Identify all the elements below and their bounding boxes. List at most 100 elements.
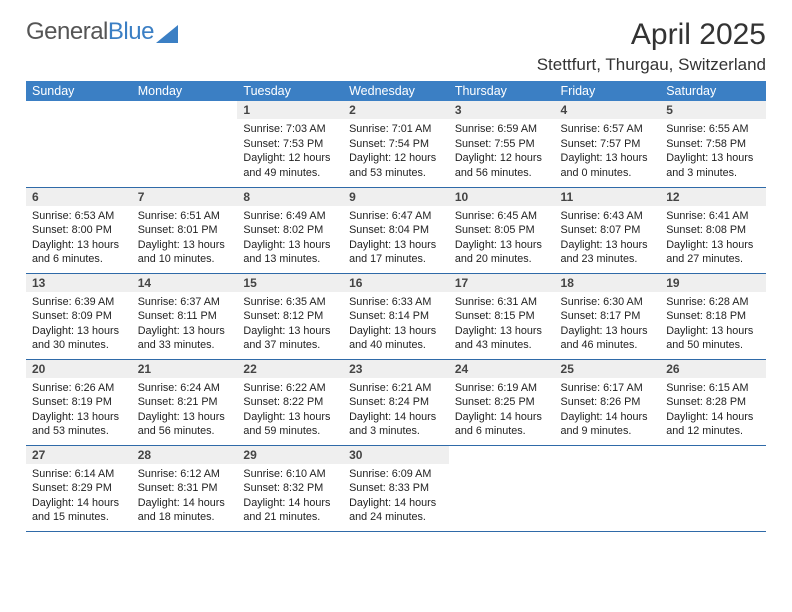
day-details: Sunrise: 6:35 AMSunset: 8:12 PMDaylight:… (237, 292, 343, 357)
day-number: 17 (449, 274, 555, 292)
day-details: Sunrise: 6:51 AMSunset: 8:01 PMDaylight:… (132, 206, 238, 271)
day-details: Sunrise: 6:17 AMSunset: 8:26 PMDaylight:… (555, 378, 661, 443)
day-cell: 26Sunrise: 6:15 AMSunset: 8:28 PMDayligh… (660, 359, 766, 445)
day-cell: 12Sunrise: 6:41 AMSunset: 8:08 PMDayligh… (660, 187, 766, 273)
day-details: Sunrise: 6:33 AMSunset: 8:14 PMDaylight:… (343, 292, 449, 357)
day-details: Sunrise: 6:47 AMSunset: 8:04 PMDaylight:… (343, 206, 449, 271)
day-cell (26, 101, 132, 187)
day-cell: 13Sunrise: 6:39 AMSunset: 8:09 PMDayligh… (26, 273, 132, 359)
day-number: 29 (237, 446, 343, 464)
day-cell: 21Sunrise: 6:24 AMSunset: 8:21 PMDayligh… (132, 359, 238, 445)
day-details: Sunrise: 6:24 AMSunset: 8:21 PMDaylight:… (132, 378, 238, 443)
weekday-header: Saturday (660, 81, 766, 101)
day-cell (660, 445, 766, 531)
day-cell: 22Sunrise: 6:22 AMSunset: 8:22 PMDayligh… (237, 359, 343, 445)
day-number: 14 (132, 274, 238, 292)
weekday-header: Tuesday (237, 81, 343, 101)
day-details: Sunrise: 6:53 AMSunset: 8:00 PMDaylight:… (26, 206, 132, 271)
day-cell (449, 445, 555, 531)
week-row: 20Sunrise: 6:26 AMSunset: 8:19 PMDayligh… (26, 359, 766, 445)
weekday-header: Thursday (449, 81, 555, 101)
weekday-header: Wednesday (343, 81, 449, 101)
day-number: 20 (26, 360, 132, 378)
day-cell: 11Sunrise: 6:43 AMSunset: 8:07 PMDayligh… (555, 187, 661, 273)
day-cell (132, 101, 238, 187)
day-details: Sunrise: 6:59 AMSunset: 7:55 PMDaylight:… (449, 119, 555, 184)
day-cell: 7Sunrise: 6:51 AMSunset: 8:01 PMDaylight… (132, 187, 238, 273)
day-number: 15 (237, 274, 343, 292)
day-number: 23 (343, 360, 449, 378)
day-number: 24 (449, 360, 555, 378)
day-details: Sunrise: 6:21 AMSunset: 8:24 PMDaylight:… (343, 378, 449, 443)
day-number: 27 (26, 446, 132, 464)
day-number: 22 (237, 360, 343, 378)
weekday-header-row: Sunday Monday Tuesday Wednesday Thursday… (26, 81, 766, 101)
day-details: Sunrise: 7:01 AMSunset: 7:54 PMDaylight:… (343, 119, 449, 184)
day-number: 16 (343, 274, 449, 292)
day-cell: 15Sunrise: 6:35 AMSunset: 8:12 PMDayligh… (237, 273, 343, 359)
title-block: April 2025 Stettfurt, Thurgau, Switzerla… (537, 18, 766, 75)
day-cell: 8Sunrise: 6:49 AMSunset: 8:02 PMDaylight… (237, 187, 343, 273)
location: Stettfurt, Thurgau, Switzerland (537, 55, 766, 75)
day-cell: 5Sunrise: 6:55 AMSunset: 7:58 PMDaylight… (660, 101, 766, 187)
weekday-header: Sunday (26, 81, 132, 101)
day-details: Sunrise: 6:37 AMSunset: 8:11 PMDaylight:… (132, 292, 238, 357)
calendar-page: GeneralBlue April 2025 Stettfurt, Thurga… (0, 0, 792, 542)
day-details: Sunrise: 6:39 AMSunset: 8:09 PMDaylight:… (26, 292, 132, 357)
day-cell: 4Sunrise: 6:57 AMSunset: 7:57 PMDaylight… (555, 101, 661, 187)
day-details: Sunrise: 6:15 AMSunset: 8:28 PMDaylight:… (660, 378, 766, 443)
day-cell: 10Sunrise: 6:45 AMSunset: 8:05 PMDayligh… (449, 187, 555, 273)
day-cell: 9Sunrise: 6:47 AMSunset: 8:04 PMDaylight… (343, 187, 449, 273)
week-row: 6Sunrise: 6:53 AMSunset: 8:00 PMDaylight… (26, 187, 766, 273)
weekday-header: Monday (132, 81, 238, 101)
week-row: 13Sunrise: 6:39 AMSunset: 8:09 PMDayligh… (26, 273, 766, 359)
day-number: 28 (132, 446, 238, 464)
month-title: April 2025 (537, 18, 766, 51)
day-cell: 27Sunrise: 6:14 AMSunset: 8:29 PMDayligh… (26, 445, 132, 531)
logo: GeneralBlue (26, 18, 178, 46)
day-cell: 18Sunrise: 6:30 AMSunset: 8:17 PMDayligh… (555, 273, 661, 359)
day-details: Sunrise: 6:31 AMSunset: 8:15 PMDaylight:… (449, 292, 555, 357)
day-number: 8 (237, 188, 343, 206)
day-number: 21 (132, 360, 238, 378)
day-details: Sunrise: 6:41 AMSunset: 8:08 PMDaylight:… (660, 206, 766, 271)
day-details: Sunrise: 6:09 AMSunset: 8:33 PMDaylight:… (343, 464, 449, 529)
day-number: 6 (26, 188, 132, 206)
day-details: Sunrise: 6:55 AMSunset: 7:58 PMDaylight:… (660, 119, 766, 184)
day-cell: 3Sunrise: 6:59 AMSunset: 7:55 PMDaylight… (449, 101, 555, 187)
day-details: Sunrise: 6:22 AMSunset: 8:22 PMDaylight:… (237, 378, 343, 443)
day-details: Sunrise: 6:10 AMSunset: 8:32 PMDaylight:… (237, 464, 343, 529)
day-details: Sunrise: 6:28 AMSunset: 8:18 PMDaylight:… (660, 292, 766, 357)
day-number: 1 (237, 101, 343, 119)
day-cell: 6Sunrise: 6:53 AMSunset: 8:00 PMDaylight… (26, 187, 132, 273)
calendar-table: Sunday Monday Tuesday Wednesday Thursday… (26, 81, 766, 532)
day-details: Sunrise: 6:30 AMSunset: 8:17 PMDaylight:… (555, 292, 661, 357)
day-number: 2 (343, 101, 449, 119)
day-details: Sunrise: 6:57 AMSunset: 7:57 PMDaylight:… (555, 119, 661, 184)
weekday-header: Friday (555, 81, 661, 101)
day-number: 9 (343, 188, 449, 206)
day-number: 5 (660, 101, 766, 119)
day-cell: 19Sunrise: 6:28 AMSunset: 8:18 PMDayligh… (660, 273, 766, 359)
day-number: 19 (660, 274, 766, 292)
week-row: 27Sunrise: 6:14 AMSunset: 8:29 PMDayligh… (26, 445, 766, 531)
day-number: 30 (343, 446, 449, 464)
day-cell: 30Sunrise: 6:09 AMSunset: 8:33 PMDayligh… (343, 445, 449, 531)
day-cell: 20Sunrise: 6:26 AMSunset: 8:19 PMDayligh… (26, 359, 132, 445)
day-details: Sunrise: 6:43 AMSunset: 8:07 PMDaylight:… (555, 206, 661, 271)
day-number: 7 (132, 188, 238, 206)
day-details: Sunrise: 6:26 AMSunset: 8:19 PMDaylight:… (26, 378, 132, 443)
calendar-body: 1Sunrise: 7:03 AMSunset: 7:53 PMDaylight… (26, 101, 766, 531)
day-details: Sunrise: 6:19 AMSunset: 8:25 PMDaylight:… (449, 378, 555, 443)
logo-text-2: Blue (108, 18, 154, 46)
day-cell: 14Sunrise: 6:37 AMSunset: 8:11 PMDayligh… (132, 273, 238, 359)
day-number: 18 (555, 274, 661, 292)
day-cell: 29Sunrise: 6:10 AMSunset: 8:32 PMDayligh… (237, 445, 343, 531)
day-details: Sunrise: 7:03 AMSunset: 7:53 PMDaylight:… (237, 119, 343, 184)
day-cell: 24Sunrise: 6:19 AMSunset: 8:25 PMDayligh… (449, 359, 555, 445)
day-cell: 23Sunrise: 6:21 AMSunset: 8:24 PMDayligh… (343, 359, 449, 445)
day-cell: 17Sunrise: 6:31 AMSunset: 8:15 PMDayligh… (449, 273, 555, 359)
day-cell: 16Sunrise: 6:33 AMSunset: 8:14 PMDayligh… (343, 273, 449, 359)
day-details: Sunrise: 6:14 AMSunset: 8:29 PMDaylight:… (26, 464, 132, 529)
day-details: Sunrise: 6:12 AMSunset: 8:31 PMDaylight:… (132, 464, 238, 529)
